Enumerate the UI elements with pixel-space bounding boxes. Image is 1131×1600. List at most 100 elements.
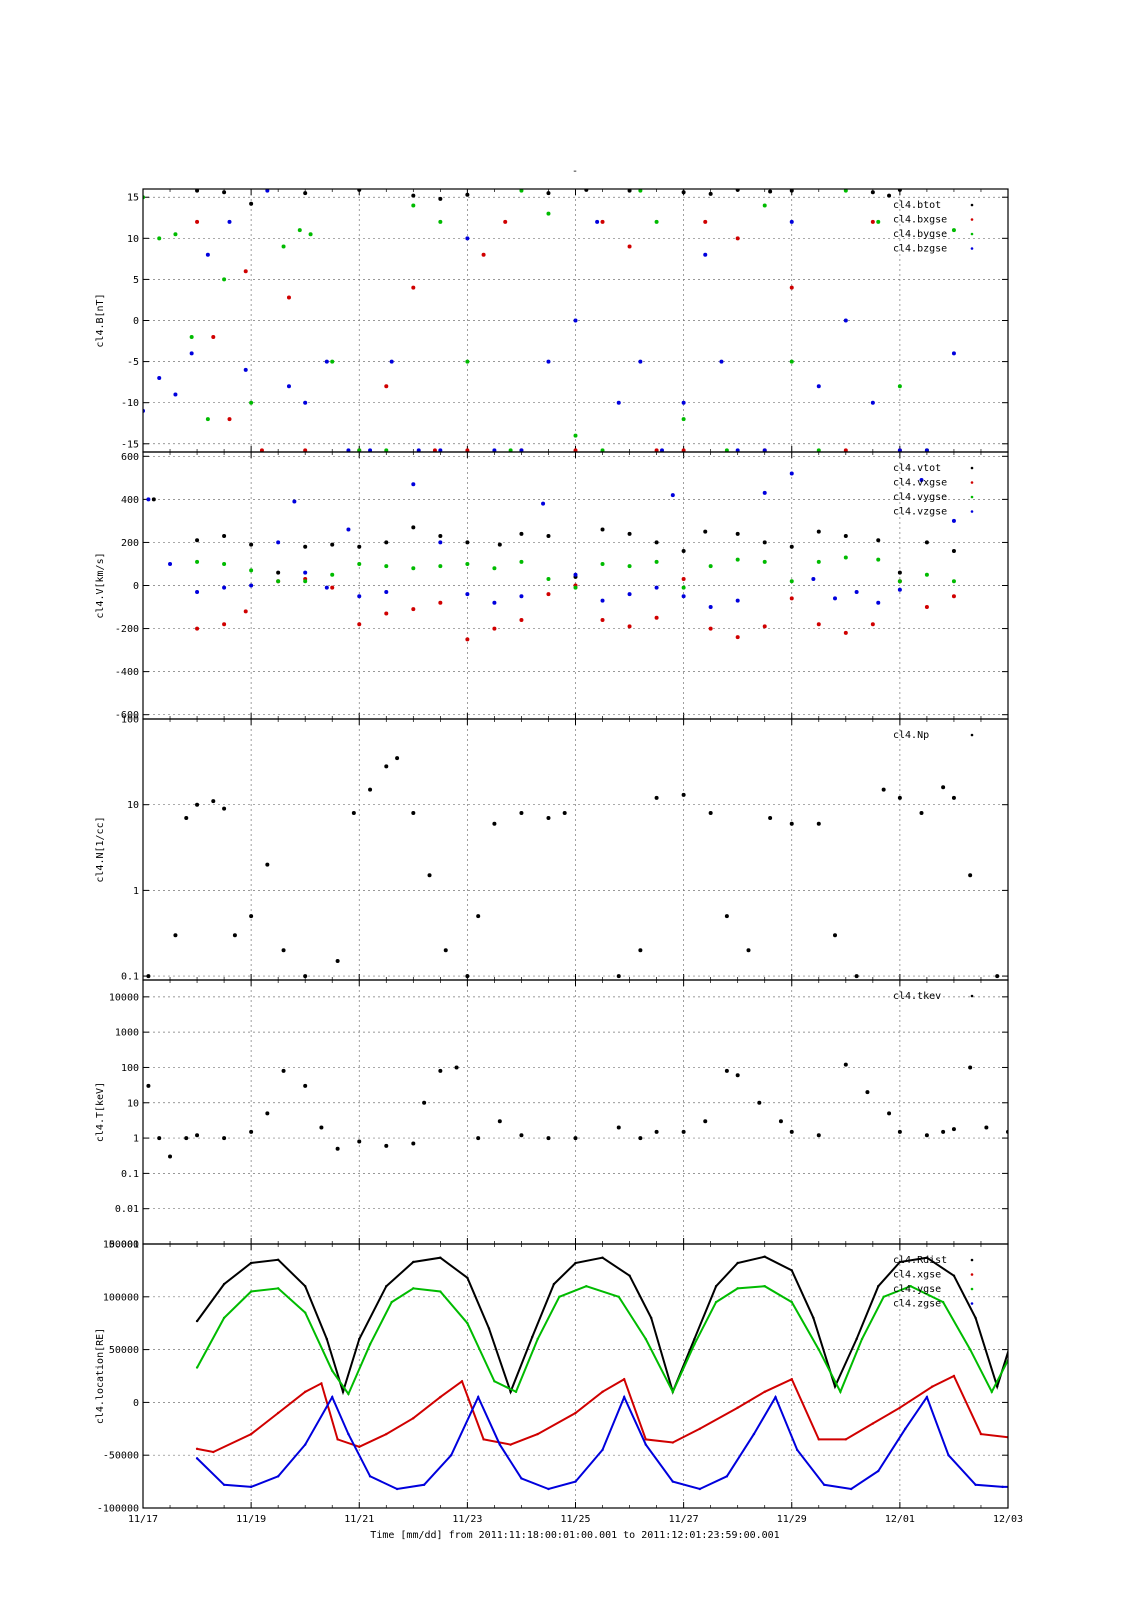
data-point (222, 277, 227, 282)
data-point (897, 579, 902, 584)
data-point (735, 236, 740, 241)
data-point (465, 236, 470, 241)
data-point (681, 190, 686, 195)
data-point (303, 1083, 308, 1088)
data-point (951, 228, 956, 233)
data-point (951, 579, 956, 584)
series-cl4-Rdist (195, 1255, 1041, 1396)
data-point (303, 544, 308, 549)
data-point (833, 596, 837, 601)
data-point (947, 1454, 950, 1457)
tick-label-y: 10 (127, 1098, 139, 1109)
data-point (1039, 1306, 1041, 1308)
data-point (654, 1129, 659, 1134)
data-point (622, 1395, 626, 1399)
data-point (925, 1395, 929, 1399)
data-point (546, 533, 551, 538)
data-point (195, 1319, 199, 1323)
data-point (627, 531, 632, 536)
y-axis-label: cl4.N[1/cc] (95, 816, 106, 882)
data-point (384, 448, 389, 452)
data-point (789, 596, 794, 601)
data-point (573, 318, 578, 323)
data-point (951, 549, 956, 554)
data-point (265, 189, 270, 193)
data-point (671, 1441, 675, 1444)
data-point (487, 1327, 491, 1330)
data-point (465, 592, 470, 597)
data-point (227, 219, 232, 224)
data-point (654, 795, 659, 800)
data-point (357, 622, 362, 627)
legend-label: cl4.Np (893, 730, 929, 741)
data-point (654, 615, 659, 620)
data-point (670, 493, 675, 498)
data-point (438, 219, 443, 224)
data-point (281, 948, 286, 953)
data-point (1018, 1317, 1020, 1319)
tick-label-x: 12/01 (885, 1514, 915, 1525)
data-point (816, 622, 821, 627)
data-point (790, 1377, 793, 1381)
data-point (519, 810, 524, 815)
data-point (482, 1438, 485, 1441)
data-point (492, 821, 497, 826)
data-point (492, 448, 497, 452)
data-point (844, 1438, 848, 1441)
tick-label-y: -400 (115, 667, 139, 678)
data-point (1039, 1270, 1041, 1272)
data-point (243, 367, 248, 372)
data-point (941, 1129, 946, 1134)
data-point (466, 1276, 469, 1279)
data-point (877, 1469, 880, 1473)
series-cl4-Np (146, 756, 1000, 979)
data-point (422, 1483, 426, 1486)
data-point (509, 1443, 512, 1446)
data-point (919, 810, 924, 815)
data-point (276, 579, 281, 584)
data-point (411, 566, 416, 571)
data-point (843, 318, 848, 323)
tick-label-y: 0.1 (121, 1169, 139, 1180)
data-point (243, 269, 248, 274)
data-point (536, 1432, 539, 1436)
legend-label: cl4.vygse (893, 492, 947, 503)
data-point (816, 529, 821, 534)
data-point (843, 189, 848, 193)
data-point (276, 1475, 280, 1478)
data-point (265, 862, 270, 867)
data-point (876, 557, 881, 562)
tick-label-x: 11/19 (236, 1514, 266, 1525)
data-point (941, 785, 946, 790)
data-point (870, 219, 875, 224)
data-point (974, 1483, 977, 1486)
data-point (519, 448, 524, 452)
data-point (839, 1390, 842, 1394)
data-point (449, 1454, 453, 1457)
tick-label-y: -5 (127, 357, 139, 368)
data-point (438, 196, 443, 201)
data-point (584, 189, 589, 192)
tick-label-y: 50000 (109, 1345, 139, 1356)
data-point (762, 490, 767, 495)
data-point (195, 219, 200, 224)
data-point (968, 1065, 973, 1070)
data-point (168, 1154, 173, 1159)
legend-marker (970, 495, 974, 499)
data-point (546, 1136, 551, 1141)
data-point (184, 1136, 189, 1141)
data-point (389, 359, 394, 364)
data-point (573, 1136, 578, 1141)
tick-label-y: 1 (133, 886, 139, 897)
data-point (346, 448, 351, 452)
data-point (904, 1427, 907, 1431)
data-point (654, 559, 659, 564)
data-point (509, 1390, 512, 1394)
data-point (439, 1290, 442, 1293)
data-point (951, 518, 956, 523)
data-point (789, 1129, 794, 1134)
legend-marker (970, 218, 974, 221)
data-point (384, 611, 389, 616)
tick-label-y: 1000 (115, 1028, 139, 1039)
data-point (173, 933, 178, 938)
